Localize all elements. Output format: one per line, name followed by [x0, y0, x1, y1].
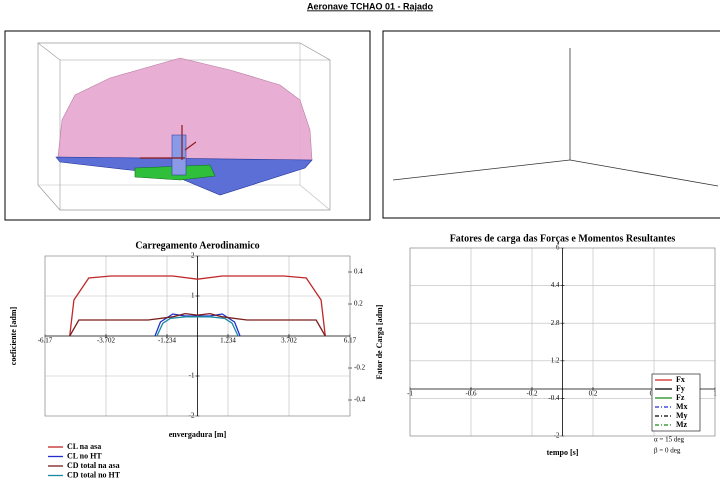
legend-entry: My [676, 411, 688, 420]
legend-entry: Mz [676, 420, 688, 429]
y2-tick-label: -0.2 [354, 364, 366, 372]
x-tick-label: 3.702 [281, 337, 297, 345]
legend-entry: CL na asa [67, 442, 101, 451]
annotation: α = 15 deg [654, 436, 684, 444]
y2-tick-label: -0.4 [354, 396, 366, 404]
annotation: β = 0 deg [654, 447, 681, 455]
legend-box [651, 373, 701, 432]
y-tick-label: 4.4 [551, 281, 560, 289]
y-tick-label: 1.2 [551, 356, 560, 364]
view-3d [4, 30, 371, 221]
y-tick-label: 2.8 [551, 319, 560, 327]
y-tick-label: -0.4 [548, 394, 560, 402]
y-tick-label: -1 [189, 372, 195, 380]
chart-title: Carregamento Aerodinamico [135, 240, 259, 251]
legend-entry: CD total na asa [67, 461, 120, 470]
legend-entry: Fx [676, 375, 685, 384]
y-tick-label: 2 [191, 252, 195, 260]
y2-tick-label: 0.4 [354, 268, 363, 276]
y-axis-label: coeficiente [adm] [9, 306, 18, 365]
series-line [69, 312, 326, 337]
legend-entry: Fz [676, 393, 685, 402]
x-tick-label: 1.234 [220, 337, 236, 345]
x-tick-label: -0.6 [465, 390, 477, 398]
series-line [154, 313, 241, 337]
x-tick-label: -0.2 [526, 390, 538, 398]
x-axis-label: envergadura [m] [169, 430, 227, 439]
legend-entry: CL no HT [67, 451, 102, 460]
legend-entry: Fy [676, 384, 685, 393]
x-tick-label: -1.234 [158, 337, 177, 345]
chart-title: Fatores de carga das Forças e Momentos R… [450, 233, 676, 244]
series-line [69, 275, 326, 337]
page-title: Aeronave TCHAO 01 - Rajado [307, 1, 434, 11]
x-tick-label: -3.702 [97, 337, 116, 345]
x-axis-label: tempo [s] [547, 448, 579, 457]
y-axis-label: Fator de Carga [adm] [375, 304, 384, 379]
legend-entry: CD total no HT [67, 470, 121, 479]
x-tick-label: 0.2 [589, 390, 598, 398]
y-tick-label: -2 [554, 432, 560, 440]
axes-view [382, 30, 720, 219]
y-tick-label: 6 [556, 244, 560, 252]
y2-tick-label: 0.2 [354, 300, 363, 308]
legend-entry: Mx [676, 402, 688, 411]
y-tick-label: -2 [189, 412, 195, 420]
y-tick-label: 1 [191, 292, 195, 300]
series-line [156, 316, 239, 337]
